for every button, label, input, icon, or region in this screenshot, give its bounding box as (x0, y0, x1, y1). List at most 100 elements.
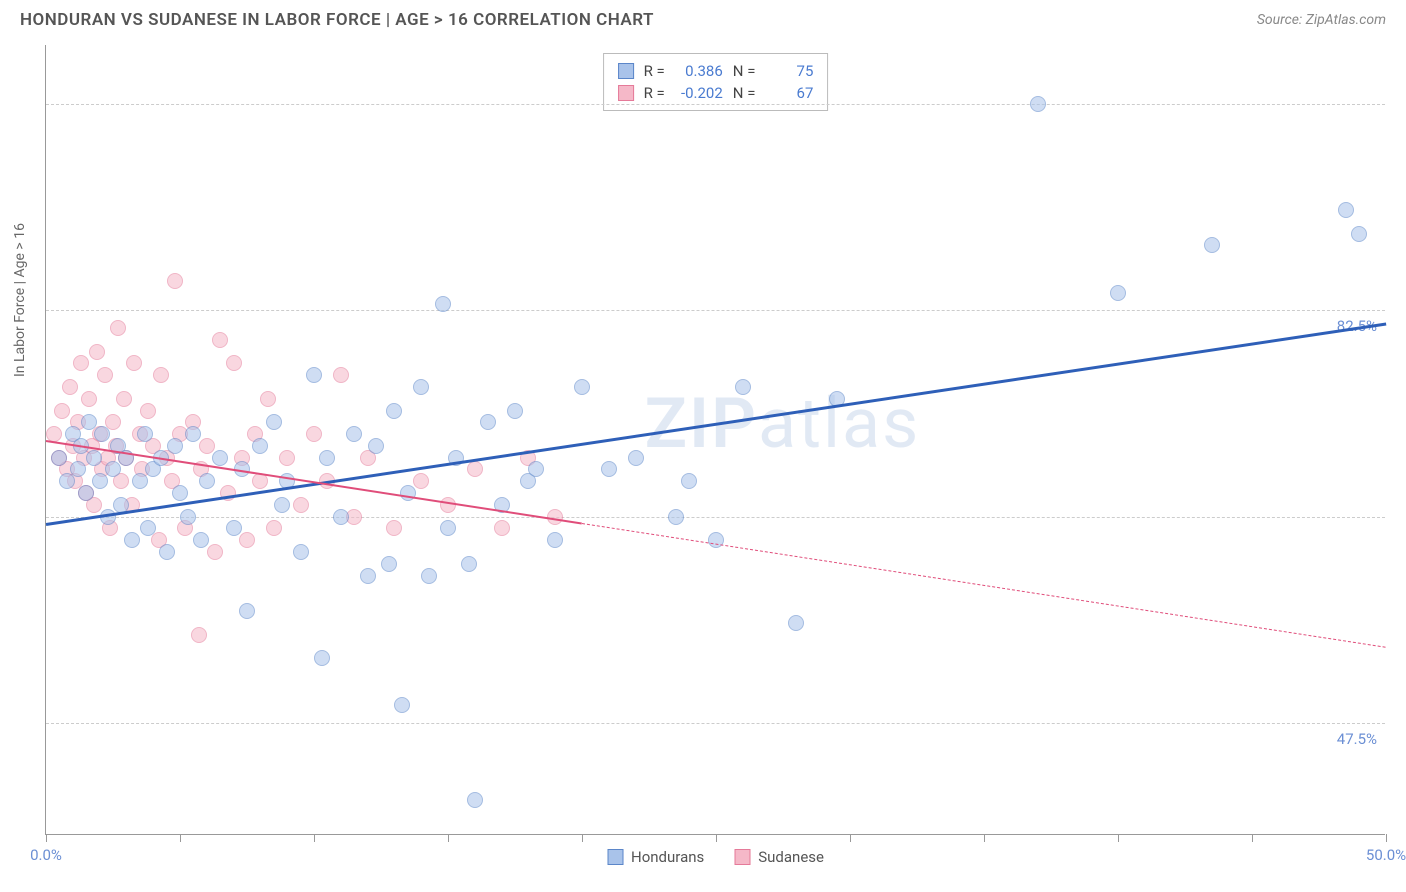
scatter-point-hondurans (94, 426, 110, 442)
scatter-point-hondurans (480, 414, 496, 430)
scatter-point-hondurans (735, 379, 751, 395)
scatter-chart: ZIPatlas R = 0.386 N = 75 R = -0.202 N =… (45, 45, 1385, 835)
scatter-point-sudanese (212, 332, 228, 348)
stats-legend: R = 0.386 N = 75 R = -0.202 N = 67 (603, 53, 829, 111)
scatter-point-hondurans (193, 532, 209, 548)
scatter-point-hondurans (601, 461, 617, 477)
swatch-hondurans (607, 849, 623, 865)
scatter-point-hondurans (180, 509, 196, 525)
scatter-point-hondurans (547, 532, 563, 548)
scatter-point-hondurans (788, 615, 804, 631)
scatter-point-sudanese (62, 379, 78, 395)
scatter-point-hondurans (681, 473, 697, 489)
gridline (46, 104, 1385, 105)
n-label: N = (733, 84, 756, 102)
x-tick (46, 834, 47, 842)
scatter-point-sudanese (494, 520, 510, 536)
scatter-point-sudanese (226, 355, 242, 371)
scatter-point-hondurans (467, 792, 483, 808)
scatter-point-hondurans (185, 426, 201, 442)
gridline (46, 723, 1385, 724)
scatter-point-hondurans (314, 650, 330, 666)
r-label: R = (644, 84, 665, 102)
scatter-point-sudanese (89, 344, 105, 360)
scatter-point-sudanese (167, 273, 183, 289)
trend-line-extrapolated (582, 523, 1386, 648)
source-label: Source: ZipAtlas.com (1257, 12, 1386, 28)
scatter-point-hondurans (172, 485, 188, 501)
x-tick (716, 834, 717, 842)
gridline (46, 310, 1385, 311)
scatter-point-hondurans (226, 520, 242, 536)
scatter-point-sudanese (333, 367, 349, 383)
scatter-point-hondurans (137, 426, 153, 442)
scatter-point-hondurans (159, 544, 175, 560)
scatter-point-sudanese (54, 403, 70, 419)
scatter-point-hondurans (306, 367, 322, 383)
scatter-point-hondurans (394, 697, 410, 713)
scatter-point-sudanese (191, 627, 207, 643)
x-tick (1252, 834, 1253, 842)
scatter-point-sudanese (116, 391, 132, 407)
chart-title: HONDURAN VS SUDANESE IN LABOR FORCE | AG… (20, 10, 654, 30)
scatter-point-hondurans (386, 403, 402, 419)
scatter-point-hondurans (274, 497, 290, 513)
legend-item-hondurans: Hondurans (607, 848, 704, 866)
scatter-point-sudanese (279, 450, 295, 466)
y-tick-label: 47.5% (1337, 730, 1377, 748)
scatter-point-sudanese (81, 391, 97, 407)
r-value-sudanese: -0.202 (675, 84, 723, 102)
scatter-point-sudanese (126, 355, 142, 371)
scatter-point-hondurans (346, 426, 362, 442)
scatter-point-hondurans (628, 450, 644, 466)
scatter-point-hondurans (507, 403, 523, 419)
stats-row-sudanese: R = -0.202 N = 67 (618, 82, 814, 104)
scatter-point-hondurans (668, 509, 684, 525)
stats-row-hondurans: R = 0.386 N = 75 (618, 60, 814, 82)
y-axis-label: In Labor Force | Age > 16 (12, 223, 28, 377)
scatter-point-hondurans (333, 509, 349, 525)
scatter-point-hondurans (105, 461, 121, 477)
watermark: ZIPatlas (645, 383, 921, 465)
scatter-point-hondurans (413, 379, 429, 395)
scatter-point-hondurans (1351, 226, 1367, 242)
x-tick (984, 834, 985, 842)
scatter-point-sudanese (97, 367, 113, 383)
legend-item-sudanese: Sudanese (734, 848, 824, 866)
scatter-point-sudanese (140, 403, 156, 419)
scatter-point-hondurans (1030, 96, 1046, 112)
scatter-point-hondurans (360, 568, 376, 584)
scatter-point-sudanese (199, 438, 215, 454)
swatch-hondurans (618, 63, 634, 79)
x-tick (314, 834, 315, 842)
scatter-point-hondurans (78, 485, 94, 501)
scatter-point-hondurans (1204, 237, 1220, 253)
series-legend: Hondurans Sudanese (607, 848, 824, 866)
scatter-point-hondurans (1110, 285, 1126, 301)
x-tick (850, 834, 851, 842)
r-label: R = (644, 62, 665, 80)
scatter-point-hondurans (1338, 202, 1354, 218)
trend-line (46, 322, 1386, 525)
scatter-point-hondurans (368, 438, 384, 454)
n-label: N = (733, 62, 756, 80)
x-tick (180, 834, 181, 842)
scatter-point-sudanese (207, 544, 223, 560)
scatter-point-sudanese (110, 320, 126, 336)
x-tick (582, 834, 583, 842)
scatter-point-sudanese (386, 520, 402, 536)
scatter-point-hondurans (132, 473, 148, 489)
scatter-point-sudanese (73, 355, 89, 371)
scatter-point-hondurans (92, 473, 108, 489)
legend-label-hondurans: Hondurans (631, 848, 704, 866)
r-value-hondurans: 0.386 (675, 62, 723, 80)
scatter-point-hondurans (528, 461, 544, 477)
scatter-point-hondurans (140, 520, 156, 536)
scatter-point-sudanese (260, 391, 276, 407)
scatter-point-hondurans (319, 450, 335, 466)
scatter-point-hondurans (435, 296, 451, 312)
scatter-point-hondurans (167, 438, 183, 454)
scatter-point-sudanese (239, 532, 255, 548)
scatter-point-sudanese (153, 367, 169, 383)
scatter-point-sudanese (293, 497, 309, 513)
